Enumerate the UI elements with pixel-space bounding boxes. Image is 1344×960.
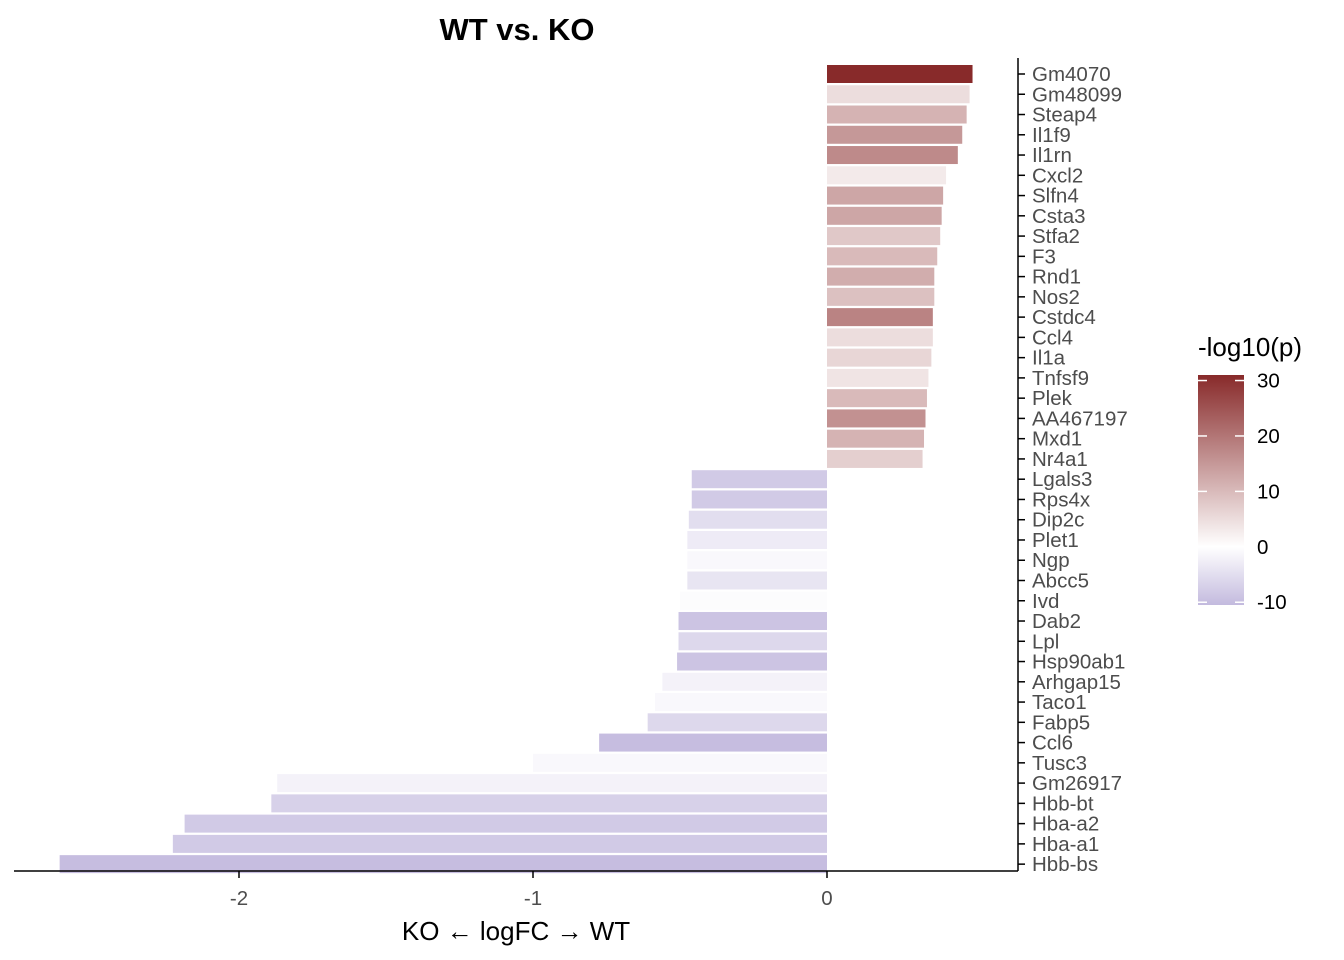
- bar-tnfsf9: [827, 368, 929, 387]
- bar-gm4070: [827, 65, 973, 83]
- bar-series: [59, 65, 973, 874]
- x-tick-label: -2: [230, 887, 248, 910]
- y-tick-label: Arhgap15: [1032, 671, 1121, 694]
- y-tick-label: Csta3: [1032, 205, 1086, 228]
- bar-stfa2: [827, 227, 941, 246]
- legend-title: -log10(p): [1198, 332, 1302, 362]
- y-tick-label: Mxd1: [1032, 428, 1082, 451]
- bar-cxcl2: [827, 166, 947, 185]
- bar-lpl: [678, 632, 827, 651]
- bar-hba-a2: [184, 814, 828, 833]
- legend-tick-label: 0: [1257, 536, 1268, 559]
- legend-tick-label: -10: [1257, 591, 1287, 614]
- y-tick-label: AA467197: [1032, 407, 1128, 430]
- chart-title: WT vs. KO: [439, 12, 594, 47]
- bar-taco1: [655, 693, 827, 712]
- legend-tick-label: 10: [1257, 480, 1280, 503]
- y-tick-label: Ccl6: [1032, 732, 1073, 755]
- bar-mxd1: [827, 429, 925, 448]
- legend-colorbar: [1198, 375, 1244, 605]
- bar-dab2: [678, 612, 827, 631]
- y-tick-label: Plek: [1032, 387, 1073, 410]
- legend-tick-label: 20: [1257, 425, 1280, 448]
- y-tick-label: Dab2: [1032, 610, 1081, 633]
- y-tick-label: Il1rn: [1032, 144, 1072, 167]
- y-tick-label: Slfn4: [1032, 185, 1079, 208]
- bar-rps4x: [691, 490, 827, 509]
- bar-abcc5: [687, 571, 827, 590]
- y-tick-label: Fabp5: [1032, 711, 1090, 734]
- bar-nr4a1: [827, 449, 923, 468]
- y-tick-label: Hbb-bs: [1032, 853, 1098, 876]
- bar-hbb-bs: [59, 855, 828, 874]
- bar-f3: [827, 247, 938, 266]
- bar-steap4: [827, 105, 967, 124]
- bar-aa467197: [827, 409, 926, 428]
- bar-gm26917: [277, 774, 828, 793]
- bar-il1a: [827, 348, 932, 367]
- x-tick-label: -1: [524, 887, 542, 910]
- y-tick-label: Tusc3: [1032, 752, 1087, 775]
- bar-il1rn: [827, 146, 958, 165]
- y-tick-label: Cxcl2: [1032, 164, 1083, 187]
- bar-ccl6: [599, 733, 827, 752]
- legend-ticks: 30 20 10 0 -10: [1198, 370, 1287, 614]
- bar-hsp90ab1: [677, 652, 827, 671]
- color-legend: -log10(p) 30 20 10 0 -10: [1198, 332, 1302, 614]
- y-tick-label: Il1f9: [1032, 124, 1071, 147]
- bar-rnd1: [827, 267, 935, 286]
- y-tick-label: Abcc5: [1032, 570, 1089, 593]
- y-tick-label: Gm26917: [1032, 772, 1122, 795]
- y-tick-label: F3: [1032, 245, 1056, 268]
- bar-hbb-bt: [271, 794, 828, 813]
- y-tick-label: Gm4070: [1032, 63, 1111, 86]
- bar-lgals3: [691, 470, 827, 489]
- bar-ngp: [687, 551, 827, 570]
- bar-ivd: [680, 591, 827, 610]
- y-tick-label: Lpl: [1032, 630, 1059, 653]
- bar-gm48099: [827, 85, 970, 104]
- bar-plek: [827, 389, 927, 408]
- y-tick-label: Tnfsf9: [1032, 367, 1089, 390]
- y-tick-label: Rnd1: [1032, 266, 1081, 289]
- y-tick-label: Hsp90ab1: [1032, 651, 1125, 674]
- y-tick-label: Ivd: [1032, 590, 1059, 613]
- y-tick-label: Ccl4: [1032, 326, 1073, 349]
- bar-arhgap15: [662, 672, 827, 691]
- bar-tusc3: [533, 753, 827, 772]
- y-tick-label: Lgals3: [1032, 468, 1092, 491]
- y-tick-label: Steap4: [1032, 104, 1097, 127]
- y-tick-label: Hba-a2: [1032, 813, 1099, 836]
- y-tick-label: Plet1: [1032, 529, 1079, 552]
- y-tick-label: Il1a: [1032, 347, 1066, 370]
- y-tick-label: Gm48099: [1032, 83, 1122, 106]
- bar-fabp5: [647, 713, 827, 732]
- bar-csta3: [827, 206, 942, 225]
- y-tick-label: Nos2: [1032, 286, 1080, 309]
- legend-tick-label: 30: [1257, 370, 1280, 393]
- bar-nos2: [827, 287, 935, 306]
- y-tick-label: Taco1: [1032, 691, 1087, 714]
- y-tick-label: Rps4x: [1032, 488, 1091, 511]
- bar-ccl4: [827, 328, 933, 347]
- bar-il1f9: [827, 125, 963, 144]
- y-tick-label: Hbb-bt: [1032, 792, 1094, 815]
- bar-slfn4: [827, 186, 944, 205]
- bar-dip2c: [688, 510, 827, 529]
- y-tick-label: Hba-a1: [1032, 833, 1099, 856]
- y-tick-label: Ngp: [1032, 549, 1070, 572]
- y-tick-label: Cstdc4: [1032, 306, 1096, 329]
- bar-hba-a1: [172, 834, 828, 853]
- x-tick-label: 0: [821, 887, 832, 910]
- y-tick-label: Dip2c: [1032, 509, 1084, 532]
- bar-plet1: [687, 530, 827, 549]
- bar-cstdc4: [827, 308, 933, 327]
- x-axis: -2 -1 0: [230, 871, 833, 910]
- y-axis-tick-labels: Gm4070Gm48099Steap4Il1f9Il1rnCxcl2Slfn4C…: [1018, 63, 1128, 876]
- x-axis-label: KO ← logFC → WT: [402, 916, 630, 946]
- y-tick-label: Nr4a1: [1032, 448, 1088, 471]
- y-tick-label: Stfa2: [1032, 225, 1080, 248]
